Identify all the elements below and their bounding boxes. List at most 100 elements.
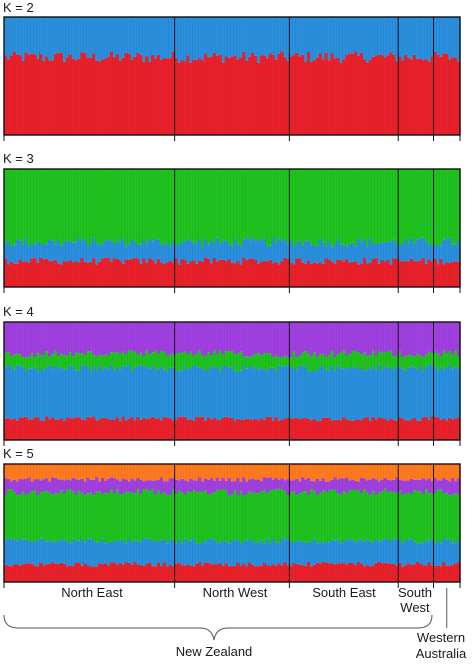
admixture-bar-segment bbox=[295, 417, 299, 440]
admixture-bar-segment bbox=[86, 351, 90, 367]
admixture-bar-segment bbox=[74, 322, 79, 353]
admixture-bar-segment bbox=[95, 17, 99, 61]
admixture-bar-segment bbox=[412, 243, 417, 262]
admixture-bar-segment bbox=[189, 492, 193, 541]
admixture-bar-segment bbox=[165, 17, 170, 59]
admixture-bar-segment bbox=[204, 562, 208, 582]
admixture-bar-segment bbox=[386, 492, 390, 540]
admixture-bar-segment bbox=[33, 367, 37, 418]
admixture-bar-segment bbox=[33, 541, 37, 566]
admixture-bar-segment bbox=[230, 481, 235, 495]
admixture-bar-segment bbox=[168, 564, 173, 582]
admixture-bar-segment bbox=[65, 169, 70, 241]
admixture-bar-segment bbox=[268, 490, 273, 544]
admixture-bar-segment bbox=[248, 240, 252, 259]
admixture-bar-segment bbox=[318, 169, 323, 239]
admixture-bar-segment bbox=[242, 541, 246, 564]
admixture-bar-segment bbox=[324, 464, 329, 482]
admixture-bar-segment bbox=[195, 543, 199, 564]
admixture-bar-segment bbox=[6, 489, 11, 538]
admixture-bar-segment bbox=[36, 540, 40, 567]
admixture-bar-segment bbox=[315, 57, 320, 135]
admixture-bar-segment bbox=[445, 322, 449, 354]
admixture-bar-segment bbox=[206, 562, 211, 582]
admixture-bar-segment bbox=[156, 258, 161, 287]
admixture-bar-segment bbox=[109, 464, 114, 478]
admixture-bar-segment bbox=[92, 169, 96, 238]
admixture-bar-segment bbox=[407, 464, 411, 481]
admixture-bar-segment bbox=[215, 237, 220, 262]
admixture-bar-segment bbox=[51, 477, 55, 495]
admixture-bar-segment bbox=[162, 263, 167, 287]
admixture-bar-segment bbox=[95, 60, 99, 136]
admixture-bar-segment bbox=[127, 464, 132, 482]
admixture-bar-segment bbox=[251, 237, 255, 259]
admixture-bar-segment bbox=[177, 371, 182, 417]
admixture-bar-segment bbox=[162, 492, 167, 540]
admixture-bar-segment bbox=[74, 261, 79, 287]
admixture-bar-segment bbox=[251, 258, 255, 287]
admixture-bar-segment bbox=[177, 17, 182, 63]
admixture-bar-segment bbox=[433, 322, 438, 352]
admixture-bar-segment bbox=[342, 350, 346, 369]
admixture-bar-segment bbox=[54, 419, 58, 440]
admixture-bar-segment bbox=[271, 538, 276, 565]
admixture-bar-segment bbox=[212, 417, 217, 440]
admixture-bar-segment bbox=[298, 356, 302, 366]
admixture-bar-segment bbox=[201, 17, 205, 61]
admixture-bar-segment bbox=[156, 169, 161, 240]
admixture-bar-segment bbox=[168, 354, 173, 368]
admixture-bar-segment bbox=[309, 61, 314, 135]
admixture-bar-segment bbox=[201, 464, 205, 482]
admixture-bar-segment bbox=[348, 354, 352, 369]
admixture-bar-segment bbox=[65, 417, 70, 440]
admixture-bar-segment bbox=[95, 370, 99, 421]
admixture-bar-segment bbox=[83, 420, 87, 440]
admixture-bar-segment bbox=[298, 464, 302, 482]
admixture-bar-segment bbox=[12, 369, 17, 419]
admixture-bar-segment bbox=[186, 419, 190, 440]
panel-frame bbox=[3, 16, 461, 136]
admixture-bar-segment bbox=[318, 420, 323, 440]
admixture-bar-segment bbox=[45, 541, 49, 565]
admixture-bar-segment bbox=[33, 357, 37, 368]
admixture-bar-segment bbox=[377, 562, 382, 582]
admixture-bar-segment bbox=[104, 240, 108, 258]
admixture-bar-segment bbox=[54, 477, 58, 494]
admixture-bar-segment bbox=[148, 169, 152, 240]
admixture-bar-segment bbox=[183, 260, 187, 287]
admixture-bar-segment bbox=[377, 54, 382, 135]
admixture-bar-segment bbox=[98, 419, 102, 440]
admixture-bar-segment bbox=[12, 51, 17, 135]
admixture-bar-segment bbox=[412, 479, 417, 491]
admixture-bar-segment bbox=[439, 367, 443, 420]
admixture-bar-segment bbox=[409, 478, 414, 494]
admixture-bar-segment bbox=[401, 260, 405, 287]
admixture-bar-segment bbox=[451, 543, 455, 566]
admixture-bar-segment bbox=[30, 53, 35, 136]
admixture-bar-segment bbox=[286, 495, 290, 539]
admixture-bar-segment bbox=[404, 493, 408, 540]
admixture-bar-segment bbox=[15, 495, 20, 541]
admixture-bar-segment bbox=[433, 477, 438, 494]
admixture-bar-segment bbox=[174, 245, 179, 259]
admixture-bar-segment bbox=[383, 464, 388, 478]
new-zealand-label: New Zealand bbox=[176, 644, 253, 659]
admixture-bar-segment bbox=[27, 464, 32, 478]
admixture-bar-segment bbox=[430, 565, 435, 582]
admixture-bar-segment bbox=[201, 60, 205, 136]
admixture-bar-segment bbox=[101, 258, 105, 287]
admixture-bar-segment bbox=[454, 57, 458, 136]
admixture-bar-segment bbox=[6, 364, 11, 418]
admixture-bar-segment bbox=[368, 60, 373, 135]
admixture-bar-segment bbox=[115, 464, 120, 480]
admixture-bar-segment bbox=[27, 54, 32, 135]
admixture-bar-segment bbox=[115, 417, 120, 440]
admixture-bar-segment bbox=[436, 541, 440, 566]
admixture-bar-segment bbox=[151, 489, 155, 543]
admixture-bar-segment bbox=[448, 481, 452, 495]
admixture-bar-segment bbox=[362, 541, 367, 567]
admixture-bar-segment bbox=[333, 357, 338, 372]
admixture-bar-segment bbox=[230, 169, 235, 247]
admixture-bar-segment bbox=[101, 538, 105, 565]
